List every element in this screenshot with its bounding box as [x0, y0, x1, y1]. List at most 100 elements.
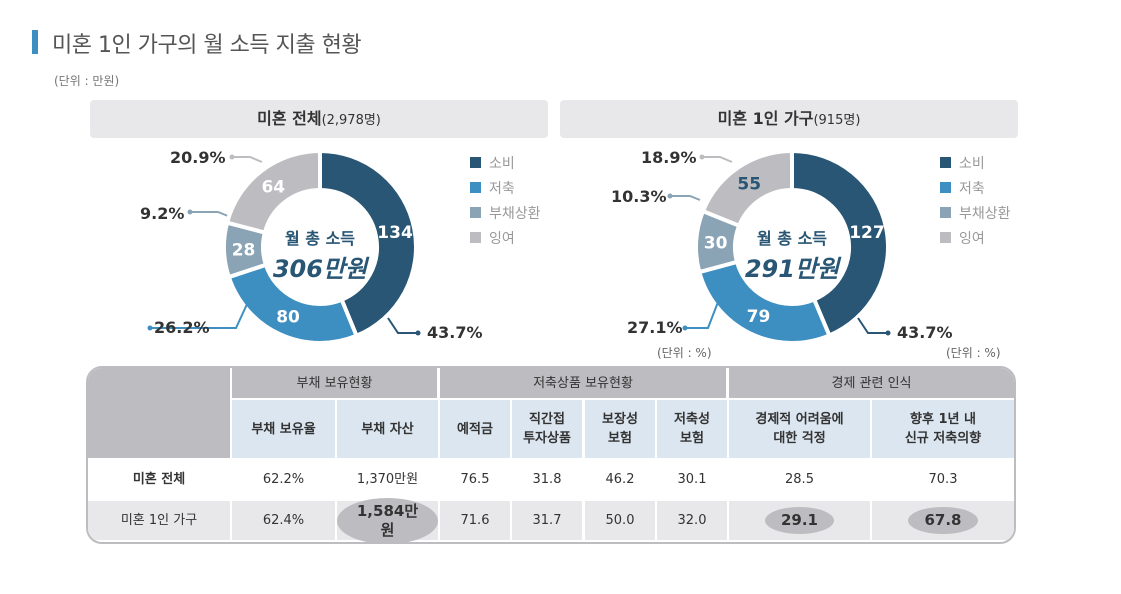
- cell-value: 70.3: [928, 472, 958, 487]
- cell-value: 30.1: [677, 472, 707, 487]
- cell-value: 32.0: [677, 513, 707, 528]
- leader-dot: [229, 154, 235, 160]
- legend-swatch: [940, 232, 951, 243]
- legend-swatch: [470, 157, 481, 168]
- leader-line: [670, 195, 701, 201]
- donut-segment-savings: [226, 262, 360, 345]
- legend-item: 저축: [470, 175, 541, 200]
- cell-value: 46.2: [605, 472, 635, 487]
- cell-value: 31.7: [532, 513, 562, 528]
- leader-dot: [699, 154, 705, 160]
- chart-title: 미혼 전체: [257, 109, 322, 128]
- chart-unit-note: (단위 : %): [657, 346, 712, 360]
- group-header: 저축상품 보유현황: [440, 368, 726, 398]
- legend-label: 부채상환: [959, 205, 1011, 222]
- segment-value-label: 55: [737, 175, 761, 195]
- legend-swatch: [940, 207, 951, 218]
- leader-dot: [147, 325, 153, 331]
- donut-segment-consumption: [318, 148, 418, 339]
- legend-left: 소비 저축 부채상환 잉여: [470, 150, 541, 250]
- cell-value: 62.4%: [262, 513, 305, 528]
- pct-label: 43.7%: [897, 323, 953, 342]
- legend-item: 잉여: [940, 225, 1011, 250]
- table-cell: 30.1: [657, 460, 727, 499]
- column-header: 보장성 보험: [585, 400, 655, 458]
- legend-label: 잉여: [959, 230, 985, 247]
- center-label-right: 월 총 소득 291만원: [732, 225, 852, 284]
- center-value: 291만원: [744, 255, 840, 283]
- group-header: 경제 관련 인식: [729, 368, 1014, 398]
- leader-line: [387, 317, 418, 334]
- leader-line: [857, 317, 888, 334]
- cell-value: 50.0: [605, 513, 635, 528]
- cell-value: 62.2%: [262, 472, 305, 487]
- pct-label: 43.7%: [427, 323, 483, 342]
- donut-segment-savings: [696, 259, 832, 345]
- legend-label: 소비: [959, 155, 985, 172]
- legend-label: 부채상환: [489, 205, 541, 222]
- segment-value-label: 127: [849, 223, 885, 243]
- segment-value-label: 134: [377, 223, 413, 243]
- chart-title-left: 미혼 전체(2,978명): [90, 100, 548, 138]
- segment-value-label: 79: [747, 307, 771, 327]
- table-cell: 31.7: [512, 501, 582, 540]
- chart-title-right: 미혼 1인 가구(915명): [560, 100, 1018, 138]
- column-header: 부채 자산: [337, 400, 438, 458]
- center-label: 월 총 소득: [284, 229, 356, 248]
- table-cell: 32.0: [657, 501, 727, 540]
- pct-label: 27.1%: [627, 318, 683, 337]
- table-cell: 1,584만원: [337, 497, 438, 542]
- cell-value: 71.6: [460, 513, 490, 528]
- center-label-left: 월 총 소득 306만원: [260, 225, 380, 284]
- row-label: 미혼 전체: [88, 460, 230, 499]
- legend-item: 부채상환: [470, 200, 541, 225]
- legend-label: 저축: [489, 180, 515, 197]
- pct-label: 10.3%: [611, 187, 667, 206]
- legend-item: 소비: [470, 150, 541, 175]
- table-cell: 71.6: [440, 501, 510, 540]
- leader-dot: [415, 330, 421, 336]
- donut-segment-consumption: [790, 148, 890, 339]
- legend-swatch: [470, 182, 481, 193]
- pct-label: 26.2%: [154, 318, 210, 337]
- legend-label: 소비: [489, 155, 515, 172]
- segment-value-label: 30: [704, 233, 728, 253]
- table-cell: 70.3: [872, 460, 1014, 499]
- table-cell: 1,370만원: [337, 460, 438, 499]
- legend-item: 부채상환: [940, 200, 1011, 225]
- segment-value-label: 80: [276, 307, 300, 327]
- legend-swatch: [940, 182, 951, 193]
- legend-label: 저축: [959, 180, 985, 197]
- column-header: 저축성 보험: [657, 400, 727, 458]
- center-value: 306만원: [272, 255, 368, 283]
- column-header: 예적금: [440, 400, 510, 458]
- legend-right: 소비 저축 부채상환 잉여: [940, 150, 1011, 250]
- table-cell: 28.5: [729, 460, 870, 499]
- leader-dot: [885, 330, 891, 336]
- leader-line: [190, 211, 229, 217]
- leader-dot: [667, 193, 673, 199]
- table-cell: 50.0: [585, 501, 655, 540]
- column-header: 향후 1년 내 신규 저축의향: [872, 400, 1014, 458]
- cell-value: 28.5: [785, 472, 814, 487]
- segment-value-label: 64: [261, 177, 285, 197]
- highlighted-value: 1,584만원: [337, 497, 438, 542]
- title-accent: [32, 30, 38, 54]
- table-cell: 46.2: [585, 460, 655, 499]
- leader-line: [150, 301, 249, 329]
- highlighted-value: 29.1: [764, 507, 834, 534]
- chart-title: 미혼 1인 가구: [717, 109, 814, 128]
- pct-label: 9.2%: [140, 204, 185, 223]
- cell-value: 31.8: [532, 472, 562, 487]
- row-label: 미혼 1인 가구: [88, 501, 230, 540]
- highlighted-value: 67.8: [908, 507, 978, 534]
- pct-label: 18.9%: [641, 148, 697, 167]
- leader-line: [232, 156, 263, 163]
- table-cell: 31.8: [512, 460, 582, 499]
- chart-unit-note: (단위 : %): [946, 346, 1001, 360]
- unit-note: (단위 : 만원): [54, 74, 120, 88]
- legend-item: 저축: [940, 175, 1011, 200]
- table-corner: [88, 368, 230, 458]
- table-cell: 76.5: [440, 460, 510, 499]
- donut-charts: 134 80 28 64 127 79 30 55: [147, 148, 891, 345]
